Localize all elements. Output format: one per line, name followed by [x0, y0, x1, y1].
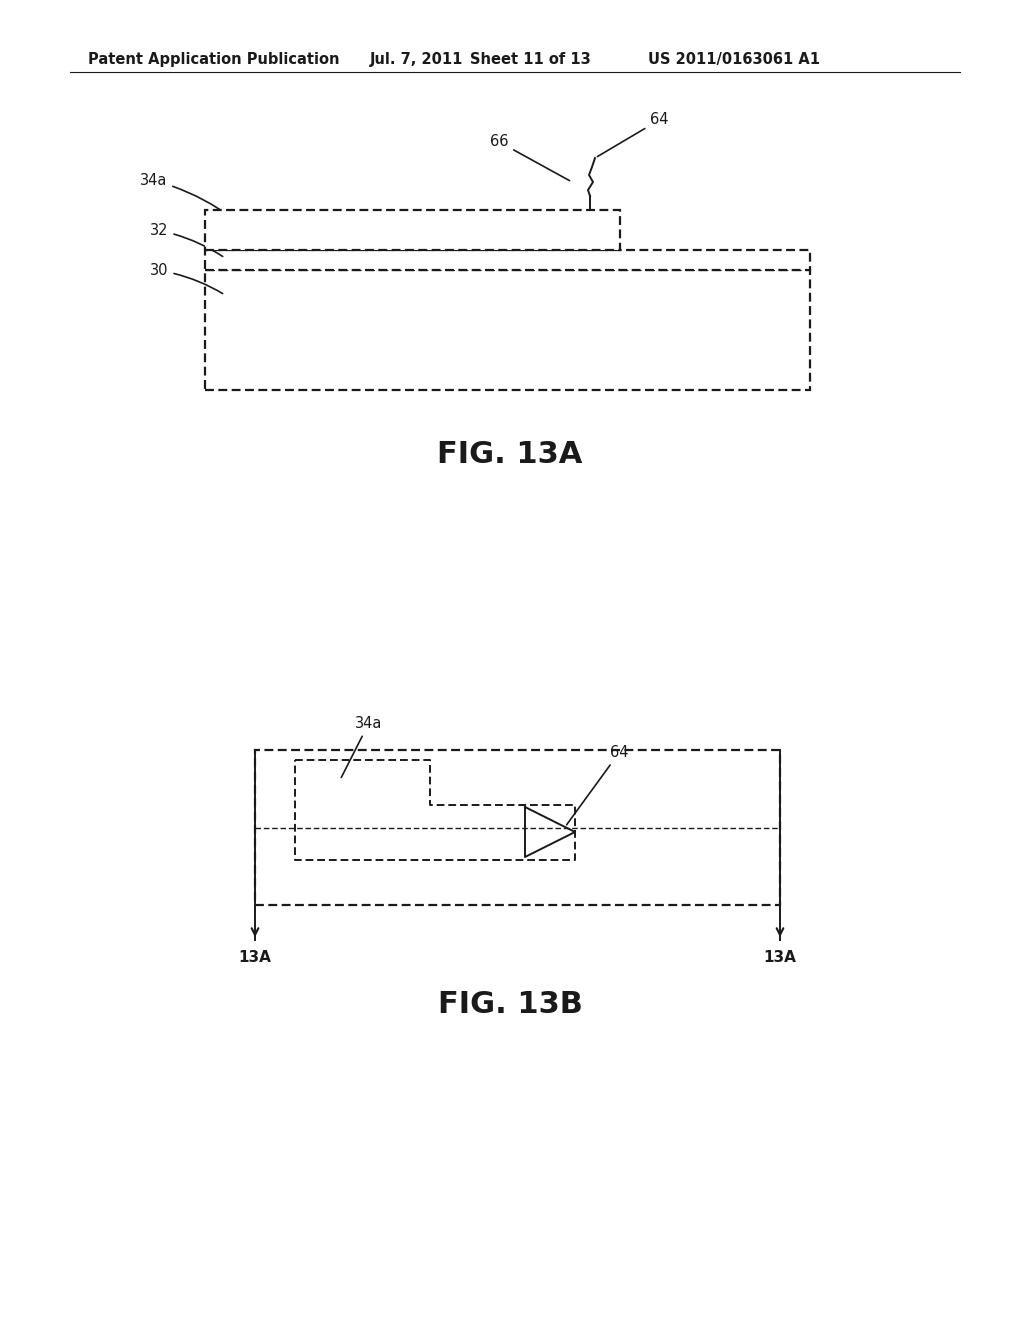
- Bar: [255, 750, 780, 906]
- Text: Sheet 11 of 13: Sheet 11 of 13: [470, 51, 591, 67]
- Bar: [205, 210, 620, 249]
- Text: 30: 30: [150, 263, 222, 293]
- Text: FIG. 13B: FIG. 13B: [437, 990, 583, 1019]
- Bar: [205, 249, 810, 271]
- Text: 13A: 13A: [239, 950, 271, 965]
- Text: Jul. 7, 2011: Jul. 7, 2011: [370, 51, 464, 67]
- Text: 32: 32: [150, 223, 222, 256]
- Text: FIG. 13A: FIG. 13A: [437, 440, 583, 469]
- Text: 34a: 34a: [140, 173, 232, 218]
- Text: 64: 64: [566, 744, 629, 825]
- Text: 34a: 34a: [341, 715, 382, 777]
- Bar: [205, 271, 810, 389]
- Text: 66: 66: [490, 135, 569, 181]
- Text: 13A: 13A: [764, 950, 797, 965]
- Text: Patent Application Publication: Patent Application Publication: [88, 51, 340, 67]
- Text: 64: 64: [597, 112, 669, 157]
- Text: US 2011/0163061 A1: US 2011/0163061 A1: [648, 51, 820, 67]
